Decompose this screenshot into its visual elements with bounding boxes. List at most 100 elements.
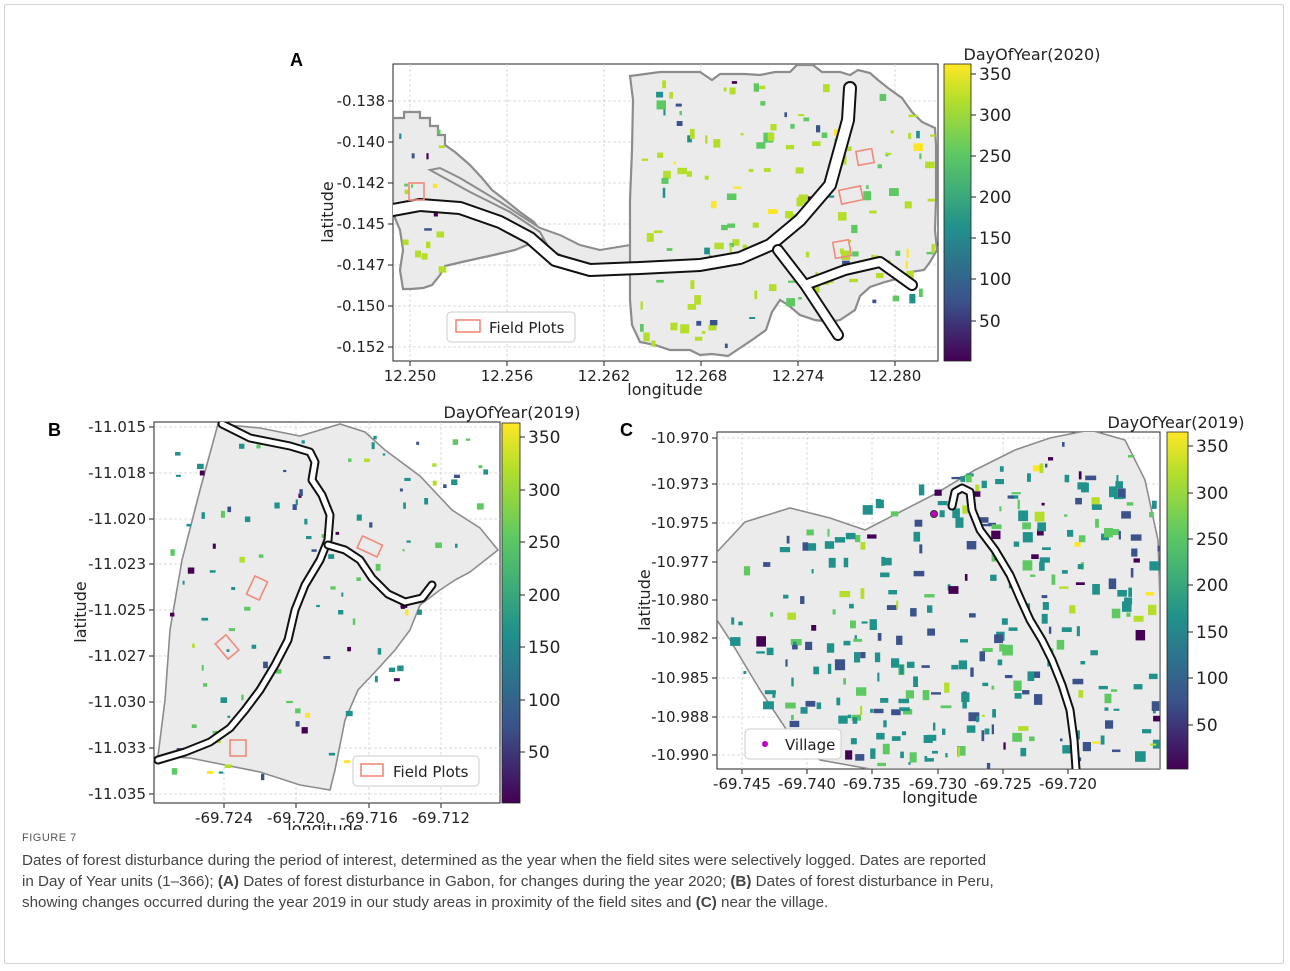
disturbance-pixel — [218, 771, 224, 774]
disturbance-pixel — [356, 514, 362, 521]
disturbance-pixel — [182, 580, 185, 585]
disturbance-pixel — [175, 452, 181, 456]
disturbance-pixel — [400, 604, 406, 609]
disturbance-pixel — [1037, 528, 1044, 536]
disturbance-pixel — [1090, 650, 1098, 656]
disturbance-pixel — [1014, 693, 1022, 699]
disturbance-pixel — [743, 671, 747, 674]
disturbance-pixel — [876, 273, 884, 279]
disturbance-pixel — [756, 636, 766, 647]
disturbance-pixel — [860, 705, 863, 715]
figure-label: FIGURE 7 — [22, 832, 77, 844]
disturbance-pixel — [1105, 720, 1114, 729]
disturbance-pixel — [877, 633, 882, 641]
disturbance-pixel — [1042, 602, 1049, 610]
disturbance-pixel — [902, 709, 913, 715]
disturbance-pixel — [841, 250, 851, 260]
caption-panel-ref: (A) — [217, 873, 239, 890]
disturbance-pixel — [191, 724, 197, 728]
disturbance-pixel — [690, 280, 695, 290]
legend: Field Plots — [352, 755, 480, 787]
disturbance-pixel — [416, 441, 420, 445]
disturbance-pixel — [979, 523, 990, 527]
disturbance-pixel — [1126, 502, 1134, 506]
disturbance-pixel — [908, 132, 912, 139]
disturbance-pixel — [787, 612, 796, 620]
disturbance-pixel — [931, 243, 935, 253]
disturbance-pixel — [1048, 457, 1054, 461]
disturbance-pixel — [886, 605, 897, 610]
disturbance-pixel — [704, 175, 709, 180]
disturbance-pixel — [937, 501, 948, 506]
caption-fragment: Dates of forest disturbance in Gabon, fo… — [238, 873, 731, 890]
caption-fragment: Dates of forest disturbance in Peru, — [751, 873, 994, 890]
disturbance-pixel — [815, 271, 818, 275]
disturbance-pixel — [770, 124, 777, 131]
field-plot — [356, 534, 384, 559]
y-tick-label: -10.977 — [651, 553, 709, 571]
disturbance-pixel — [925, 758, 934, 762]
disturbance-pixel — [843, 640, 851, 646]
disturbance-pixel — [784, 112, 787, 118]
legend-label: Field Plots — [489, 319, 565, 337]
disturbance-pixel — [951, 664, 959, 670]
disturbance-pixel — [1092, 741, 1101, 744]
disturbance-pixel — [1108, 578, 1117, 590]
road — [393, 83, 855, 275]
village-marker — [930, 510, 938, 518]
disturbance-pixel — [209, 570, 216, 573]
disturbance-pixel — [192, 643, 195, 648]
disturbance-pixel — [283, 469, 287, 473]
colorbar-tick-label: 200 — [528, 586, 560, 606]
y-tick-label: -10.973 — [651, 475, 709, 493]
disturbance-pixel — [1145, 592, 1155, 596]
disturbance-pixel — [812, 141, 821, 146]
disturbance-pixel — [1039, 557, 1050, 563]
disturbance-pixel — [772, 692, 776, 698]
disturbance-pixel — [729, 242, 734, 248]
disturbance-pixel — [708, 324, 717, 331]
y-tick-label: -10.988 — [651, 708, 709, 726]
disturbance-pixel — [226, 649, 230, 652]
disturbance-pixel — [227, 715, 231, 718]
disturbance-pixel — [1018, 726, 1029, 731]
field-plot — [408, 182, 425, 201]
disturbance-pixel — [789, 720, 800, 728]
disturbance-pixel — [924, 594, 935, 598]
disturbance-pixel — [767, 209, 778, 214]
colorbar-tick-label: 200 — [1196, 576, 1228, 596]
disturbance-pixel — [274, 502, 280, 509]
disturbance-pixel — [1130, 534, 1142, 541]
disturbance-pixel — [838, 212, 847, 221]
disturbance-pixel — [877, 762, 886, 767]
colorbar-tick-label: 350 — [528, 428, 560, 448]
disturbance-pixel — [952, 508, 960, 519]
disturbance-pixel — [1133, 558, 1140, 563]
disturbance-pixel — [415, 250, 422, 258]
disturbance-pixel — [1110, 689, 1118, 692]
disturbance-pixel — [1013, 541, 1020, 547]
caption-line-1: Dates of forest disturbance during the p… — [22, 852, 987, 869]
disturbance-pixel — [364, 458, 370, 462]
disturbance-pixel — [908, 114, 918, 117]
disturbance-pixel — [1121, 511, 1131, 519]
disturbance-pixel — [805, 251, 810, 258]
disturbance-pixel — [328, 752, 335, 756]
y-tick-label: -0.138 — [337, 92, 385, 110]
disturbance-pixel — [397, 665, 404, 672]
disturbance-pixel — [369, 522, 373, 528]
disturbance-pixel — [885, 152, 892, 155]
x-axis-label: longitude — [627, 380, 702, 399]
caption-fragment: near the village. — [716, 894, 829, 911]
disturbance-pixel — [212, 730, 218, 734]
disturbance-pixel — [811, 569, 814, 574]
colorbar-title: DayOfYear(2019) — [1108, 413, 1245, 432]
disturbance-pixel — [338, 610, 344, 615]
disturbance-pixel — [679, 111, 682, 116]
disturbance-pixel — [803, 117, 810, 122]
disturbance-pixel — [724, 343, 728, 349]
disturbance-pixel — [1109, 486, 1118, 498]
disturbance-pixel — [687, 304, 697, 310]
caption-text: Dates of forest disturbance during the p… — [22, 850, 1272, 913]
disturbance-pixel — [834, 659, 846, 671]
